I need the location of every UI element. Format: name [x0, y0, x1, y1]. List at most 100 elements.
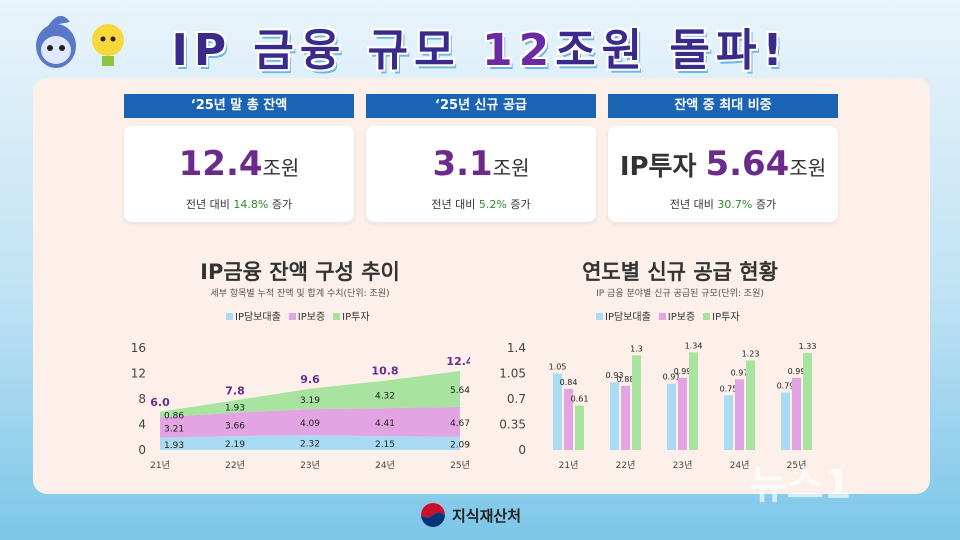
bar-chart-subtitle: IP 금융 분야별 신규 공급된 규모(단위: 조원) — [596, 289, 764, 299]
stat-box: IP투자 5.64조원 전년 대비 30.7% 증가 — [608, 126, 838, 222]
bar-chart-legend: IP담보대출 IP보증 IP투자 — [596, 308, 740, 323]
bar — [610, 382, 619, 450]
x-tick-label: 25년 — [787, 460, 807, 471]
area-value-label: 3.19 — [300, 396, 320, 406]
bar — [689, 352, 698, 450]
stat-note: 전년 대비 5.2% 증가 — [431, 198, 531, 211]
stat-box: 3.1조원 전년 대비 5.2% 증가 — [366, 126, 596, 222]
stat-unit: 조원 — [492, 156, 530, 180]
y-tick-label: 8 — [138, 392, 146, 406]
bar-value-label: 0.93 — [606, 371, 624, 380]
bar — [724, 395, 733, 450]
bar-value-label: 0.91 — [663, 373, 681, 382]
x-tick-label: 24년 — [375, 460, 395, 471]
stat-value: 3.1 — [432, 144, 493, 184]
legend-item-invest: IP투자 — [703, 308, 740, 323]
stat-prefix: IP투자 — [619, 152, 706, 182]
bar-value-label: 0.97 — [731, 368, 749, 377]
x-tick-label: 24년 — [730, 460, 750, 471]
y-tick-label: 12 — [131, 367, 146, 381]
bar-value-label: 1.33 — [799, 342, 817, 351]
area-value-label: 4.41 — [375, 419, 395, 429]
bar-value-label: 1.05 — [549, 363, 567, 372]
x-tick-label: 21년 — [559, 460, 579, 471]
x-tick-label: 23년 — [300, 460, 320, 471]
stat-value: 5.64 — [705, 144, 790, 184]
area-value-label: 4.67 — [450, 419, 470, 429]
y-tick-label: 0.35 — [499, 418, 526, 432]
news1-watermark: 뉴스1 — [750, 462, 852, 508]
bar — [632, 355, 641, 450]
area-value-label: 3.66 — [225, 421, 245, 431]
area-value-label: 4.09 — [300, 419, 320, 429]
bar-value-label: 0.75 — [720, 384, 738, 393]
stat-note: 전년 대비 30.7% 증가 — [669, 198, 777, 211]
area-value-label: 2.15 — [375, 440, 395, 450]
bar — [667, 383, 676, 450]
bar — [746, 360, 755, 450]
legend-item-guarantee: IP보증 — [658, 308, 695, 323]
y-tick-label: 1.05 — [499, 367, 526, 381]
legend-item-loan: IP담보대출 — [226, 308, 281, 323]
bar — [735, 379, 744, 450]
legend-item-guarantee: IP보증 — [288, 308, 325, 323]
area-chart-title: IP금융 잔액 구성 추이 — [200, 260, 400, 284]
y-tick-label: 1.4 — [507, 341, 526, 355]
y-tick-label: 0 — [518, 443, 526, 457]
stat-header: ‘25년 신규 공급 — [366, 94, 596, 118]
bar-value-label: 1.34 — [685, 341, 703, 350]
stat-card-total-balance: ‘25년 말 총 잔액 12.4조원 전년 대비 14.8% 증가 — [124, 94, 354, 222]
bar-chart: 0 0.35 0.7 1.05 1.4 1.05 0.84 0.61 21년 0.930.88 1.… — [499, 341, 817, 471]
bar-value-label: 1.23 — [742, 349, 760, 358]
bar — [621, 385, 630, 450]
total-label: 7.8 — [225, 384, 245, 397]
bar — [553, 373, 562, 450]
area-value-label: 2.19 — [225, 440, 245, 450]
bar-value-label: 0.88 — [617, 375, 635, 384]
government-emblem-icon — [421, 503, 445, 527]
legend-item-loan: IP담보대출 — [596, 308, 651, 323]
bar — [781, 392, 790, 450]
stat-note: 전년 대비 14.8% 증가 — [185, 198, 293, 211]
stat-card-largest-share: 잔액 중 최대 비중 IP투자 5.64조원 전년 대비 30.7% 증가 — [608, 94, 838, 222]
stat-header: ‘25년 말 총 잔액 — [124, 94, 354, 118]
area-chart: 0 4 8 12 16 1.93 2.19 2.32 2.15 2.09 3.21 3.66 4.09 4… — [131, 341, 470, 471]
area-series — [160, 370, 460, 418]
bar — [575, 405, 584, 450]
area-chart-subtitle: 세부 항목별 누적 잔액 및 합계 수치(단위: 조원) — [210, 289, 390, 299]
bar — [678, 377, 687, 450]
bar-value-label: 0.79 — [777, 381, 795, 390]
org-name: 지식재산처 — [452, 506, 522, 525]
y-tick-label: 0 — [138, 443, 146, 457]
bar-value-label: 0.99 — [788, 367, 806, 376]
bar-value-label: 1.3 — [630, 344, 643, 353]
bar-chart-title: 연도별 신규 공급 현황 — [582, 260, 778, 284]
stat-header: 잔액 중 최대 비중 — [608, 94, 838, 118]
y-tick-label: 0.7 — [507, 392, 526, 406]
footer: 지식재산처 — [420, 502, 521, 528]
bar — [564, 388, 573, 450]
area-value-label: 4.32 — [375, 391, 395, 401]
x-tick-label: 21년 — [150, 460, 170, 471]
legend-item-invest: IP투자 — [333, 308, 370, 323]
total-label: 12.4 — [446, 355, 470, 368]
x-tick-label: 22년 — [616, 460, 636, 471]
x-tick-label: 25년 — [450, 460, 470, 471]
bar — [803, 353, 812, 450]
mascot-characters — [30, 6, 140, 78]
total-label: 10.8 — [371, 365, 398, 378]
bar-value-label: 0.61 — [571, 395, 589, 404]
bar-value-label: 0.84 — [560, 378, 578, 387]
area-value-label: 5.64 — [450, 386, 470, 396]
x-tick-label: 23년 — [673, 460, 693, 471]
x-tick-label: 22년 — [225, 460, 245, 471]
y-tick-label: 4 — [138, 418, 146, 432]
area-value-label: 0.86 — [164, 411, 184, 421]
area-value-label: 3.21 — [164, 424, 184, 434]
area-value-label: 2.09 — [450, 440, 470, 450]
stat-card-new-supply: ‘25년 신규 공급 3.1조원 전년 대비 5.2% 증가 — [366, 94, 596, 222]
stat-box: 12.4조원 전년 대비 14.8% 증가 — [124, 126, 354, 222]
stat-value: 12.4 — [178, 144, 263, 184]
area-series — [160, 435, 460, 450]
total-label: 6.0 — [150, 396, 170, 409]
